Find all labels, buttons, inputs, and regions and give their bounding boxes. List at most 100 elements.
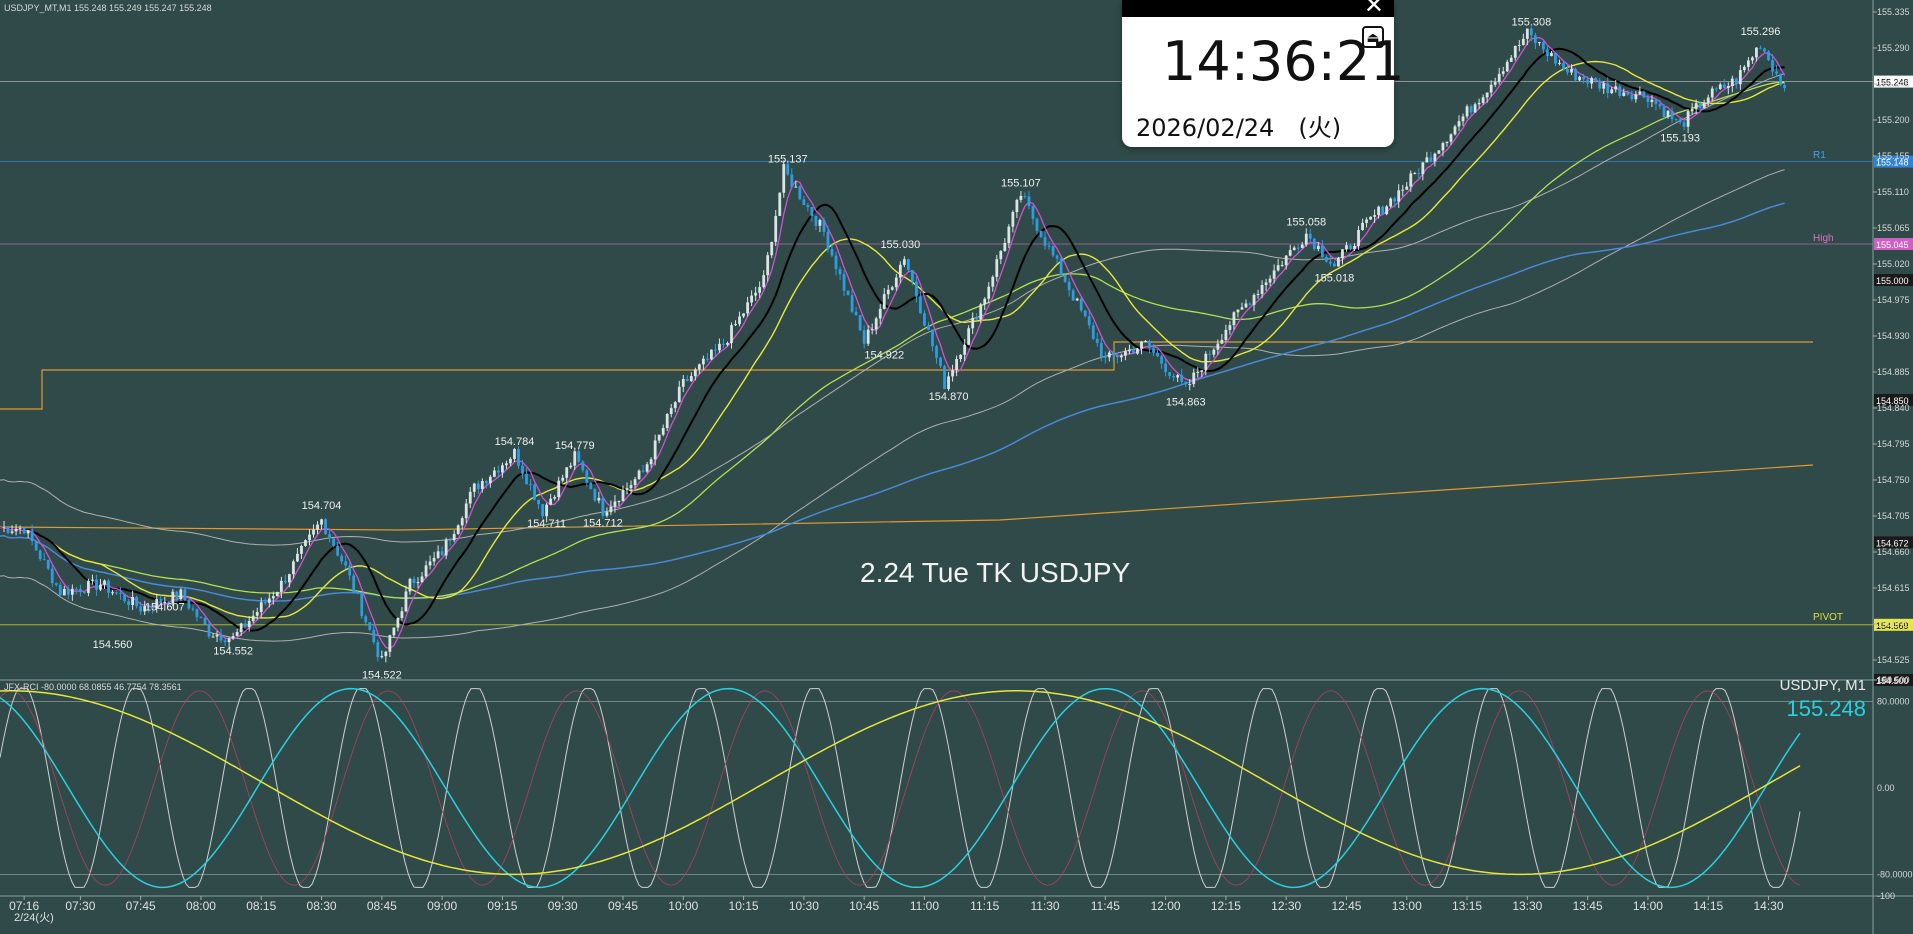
candle-body xyxy=(1156,352,1159,357)
candle-body xyxy=(1574,68,1577,81)
candle-body xyxy=(1763,48,1766,52)
candle-body xyxy=(235,631,239,637)
candle-body xyxy=(1759,47,1762,49)
candle-body xyxy=(1063,275,1067,282)
candle-body xyxy=(902,259,906,265)
x-tick-label: 10:30 xyxy=(789,899,819,913)
candle-body xyxy=(701,358,705,365)
candle-body xyxy=(1477,102,1481,105)
candle-body xyxy=(898,264,902,278)
candle-body xyxy=(1622,92,1626,96)
candle-body xyxy=(1521,38,1525,45)
candle-body xyxy=(673,402,677,409)
candle-body xyxy=(1220,339,1224,344)
candle-body xyxy=(762,275,766,288)
candle-body xyxy=(1312,238,1316,250)
candle-body xyxy=(259,602,263,612)
price-annotations: 154.607 154.560 154.552 154.704 154.522 154.7… xyxy=(93,17,1781,682)
y-tick-label: 154.660 xyxy=(1877,547,1910,557)
candle-body xyxy=(135,596,139,607)
level-tag-high: 155.045 xyxy=(1876,240,1909,250)
candle-body xyxy=(1172,375,1176,378)
candle-body xyxy=(995,259,999,277)
eject-icon[interactable]: ⏏ xyxy=(1362,26,1384,48)
symbol-info: USDJPY_MT,M1 155.248 155.249 155.247 155… xyxy=(4,3,212,13)
candle-body xyxy=(203,617,207,625)
candle-body xyxy=(1493,82,1497,85)
candle-body xyxy=(231,636,235,639)
candle-body xyxy=(1638,91,1642,95)
candle-body xyxy=(557,480,561,498)
candle-body xyxy=(1453,126,1457,135)
candle-body xyxy=(496,470,500,473)
candle-body xyxy=(509,458,512,464)
level-tag-bg xyxy=(1874,238,1913,250)
candle-body xyxy=(456,525,460,534)
candle-body xyxy=(324,519,327,535)
candle-body xyxy=(488,476,492,484)
candle-body xyxy=(1517,44,1521,46)
candle-body xyxy=(919,296,922,314)
candle-body xyxy=(1783,84,1786,88)
candle-body xyxy=(794,186,798,188)
candle-body xyxy=(424,565,428,577)
candle-body xyxy=(1445,141,1449,144)
candle-body xyxy=(1184,381,1188,385)
candle-body xyxy=(533,484,536,500)
close-icon[interactable]: ✕ xyxy=(1363,0,1384,19)
price-annotation: 154.779 xyxy=(555,440,595,452)
candle-body xyxy=(115,592,118,594)
candle-body xyxy=(1051,246,1055,256)
candle-body xyxy=(1212,349,1216,355)
candle-body xyxy=(601,497,605,516)
candle-body xyxy=(890,287,894,290)
candle-body xyxy=(436,551,440,558)
candlesticks xyxy=(2,26,1786,663)
price-annotation: 154.552 xyxy=(213,645,253,657)
candle-body xyxy=(167,601,171,604)
level-tag-bg xyxy=(1874,674,1913,686)
candle-body xyxy=(34,541,38,551)
candle-body xyxy=(939,357,942,367)
candle-body xyxy=(1280,265,1284,267)
candle-body xyxy=(18,527,22,529)
level-tag-current: 155.248 xyxy=(1876,78,1909,88)
candle-body xyxy=(1513,45,1517,58)
candle-body xyxy=(1300,244,1304,249)
x-tick-label: 11:15 xyxy=(970,899,999,913)
clock-titlebar[interactable] xyxy=(1122,0,1394,17)
candle-body xyxy=(26,530,30,534)
y-tick-label: 154.615 xyxy=(1877,583,1910,593)
orange-ma-line xyxy=(0,464,1814,531)
candle-body xyxy=(802,199,806,206)
candle-body xyxy=(589,482,593,490)
candle-body xyxy=(1377,206,1381,216)
candle-body xyxy=(677,386,681,403)
candle-body xyxy=(1015,199,1019,213)
candle-body xyxy=(14,528,18,532)
candle-body xyxy=(1461,116,1465,122)
candle-body xyxy=(645,464,649,472)
x-tick-label: 08:45 xyxy=(367,899,397,913)
level-tag-bg xyxy=(1874,274,1913,286)
candle-body xyxy=(392,627,396,636)
price-annotation: 155.107 xyxy=(1001,177,1041,189)
candle-body xyxy=(368,622,372,630)
candle-body xyxy=(1726,86,1730,88)
y-tick-label: 155.290 xyxy=(1877,43,1910,53)
candle-body xyxy=(790,174,794,188)
candle-body xyxy=(1119,355,1123,358)
candle-body xyxy=(91,579,94,581)
candle-body xyxy=(1031,206,1035,219)
candle-body xyxy=(1011,212,1015,227)
candle-body xyxy=(1469,106,1473,113)
sub-price: 155.248 xyxy=(1786,696,1866,721)
candle-body xyxy=(372,629,376,643)
candle-body xyxy=(822,219,826,232)
candle-body xyxy=(1373,215,1377,217)
candle-body xyxy=(1208,353,1212,355)
candle-body xyxy=(854,311,858,316)
candle-body xyxy=(30,530,34,542)
price-axis: 155.248 155.148 155.045 155.000 154.850 154.6… xyxy=(1873,7,1913,686)
price-annotation: 155.030 xyxy=(880,239,920,251)
